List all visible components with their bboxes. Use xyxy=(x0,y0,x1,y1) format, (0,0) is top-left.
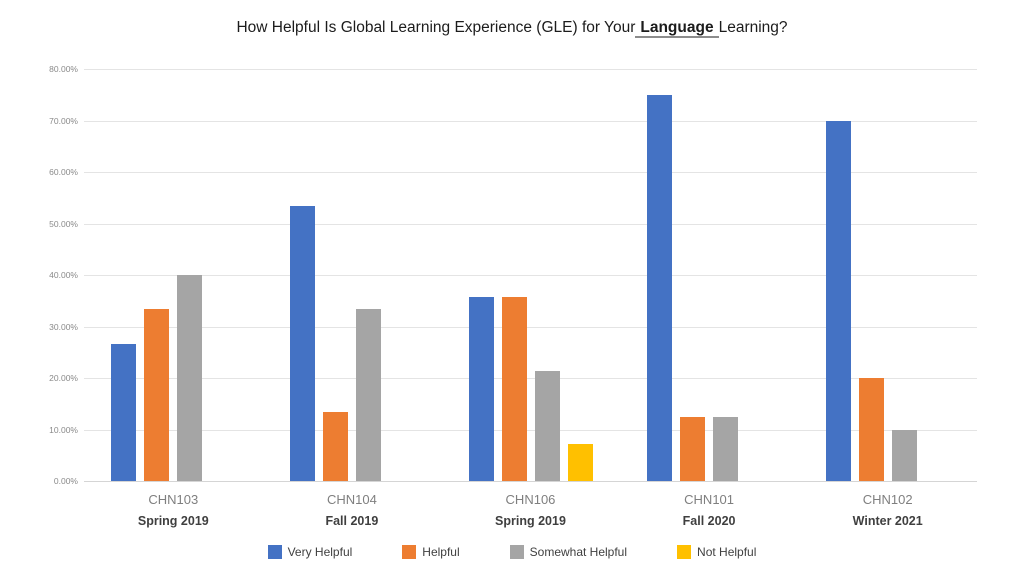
gridline xyxy=(84,120,977,122)
y-tick-label: 80.00% xyxy=(49,64,78,74)
y-tick-label: 40.00% xyxy=(49,270,78,280)
x-sublabel-chn106: Spring 2019 xyxy=(495,514,566,528)
bar-somewhat-helpful-chn104 xyxy=(355,309,381,481)
bar-helpful-chn103 xyxy=(144,309,170,481)
x-sublabel-chn104: Fall 2019 xyxy=(325,514,379,528)
chart-title: How Helpful Is Global Learning Experienc… xyxy=(0,19,1024,38)
legend-label-very-helpful: Very Helpful xyxy=(287,545,353,559)
x-sublabel-chn102: Winter 2021 xyxy=(852,514,923,528)
legend-item-helpful: Helpful xyxy=(402,545,460,559)
gridline xyxy=(84,429,977,431)
legend-swatch-icon-very-helpful xyxy=(267,545,282,559)
bar-very-helpful-chn103 xyxy=(111,343,137,481)
gridline xyxy=(84,326,977,328)
y-tick-label: 10.00% xyxy=(49,424,78,435)
legend-swatch-icon-not-helpful xyxy=(677,545,692,559)
bar-helpful-chn106 xyxy=(501,297,527,481)
legend-item-not-helpful: Not Helpful xyxy=(677,545,756,559)
bar-very-helpful-chn101 xyxy=(647,94,673,481)
x-label-chn101: CHN101 xyxy=(684,492,735,507)
y-tick-label: 50.00% xyxy=(49,218,78,229)
y-tick-label: 0.00% xyxy=(53,476,78,486)
legend-item-very-helpful: Very Helpful xyxy=(267,545,353,559)
gridline xyxy=(84,378,977,379)
gridline xyxy=(84,172,977,173)
x-label-chn106: CHN106 xyxy=(505,492,556,507)
bar-somewhat-helpful-chn102 xyxy=(891,429,917,481)
legend-label-somewhat-helpful: Somewhat Helpful xyxy=(529,545,628,559)
y-tick-label: 60.00% xyxy=(49,167,78,177)
chart-title-suffix: Learning? xyxy=(718,19,788,36)
bar-somewhat-helpful-chn101 xyxy=(713,416,739,481)
legend-swatch-icon-somewhat-helpful xyxy=(509,545,524,559)
legend-swatch-icon-helpful xyxy=(402,545,417,559)
bar-very-helpful-chn102 xyxy=(825,120,851,481)
x-sublabel-chn101: Fall 2020 xyxy=(682,514,736,528)
legend-label-helpful: Helpful xyxy=(422,545,460,559)
legend-label-not-helpful: Not Helpful xyxy=(697,545,757,559)
bar-somewhat-helpful-chn103 xyxy=(177,275,203,481)
y-tick-label: 70.00% xyxy=(49,115,78,126)
bar-helpful-chn104 xyxy=(322,412,348,481)
x-label-chn104: CHN104 xyxy=(326,492,377,507)
gridline xyxy=(84,223,977,225)
y-tick-label: 30.00% xyxy=(49,321,78,332)
gridline xyxy=(84,69,977,70)
bar-helpful-chn102 xyxy=(858,378,884,481)
bar-not-helpful-chn106 xyxy=(567,444,593,481)
y-tick-label: 20.00% xyxy=(49,373,78,383)
x-label-chn102: CHN102 xyxy=(862,492,913,507)
bar-very-helpful-chn104 xyxy=(289,206,315,481)
chart-title-highlight: Language xyxy=(635,19,719,38)
x-label-chn103: CHN103 xyxy=(148,492,199,507)
x-sublabel-chn103: Spring 2019 xyxy=(137,514,209,528)
bar-somewhat-helpful-chn106 xyxy=(534,370,560,481)
bar-very-helpful-chn106 xyxy=(468,297,494,481)
legend: Very Helpful Helpful Somewhat Helpful Not H… xyxy=(0,545,1024,559)
x-axis-line xyxy=(84,481,977,482)
gridline xyxy=(84,275,977,276)
chart-title-prefix: How Helpful Is Global Learning Experienc… xyxy=(236,19,636,36)
legend-item-somewhat-helpful: Somewhat Helpful xyxy=(509,545,628,559)
bar-helpful-chn101 xyxy=(680,416,706,481)
